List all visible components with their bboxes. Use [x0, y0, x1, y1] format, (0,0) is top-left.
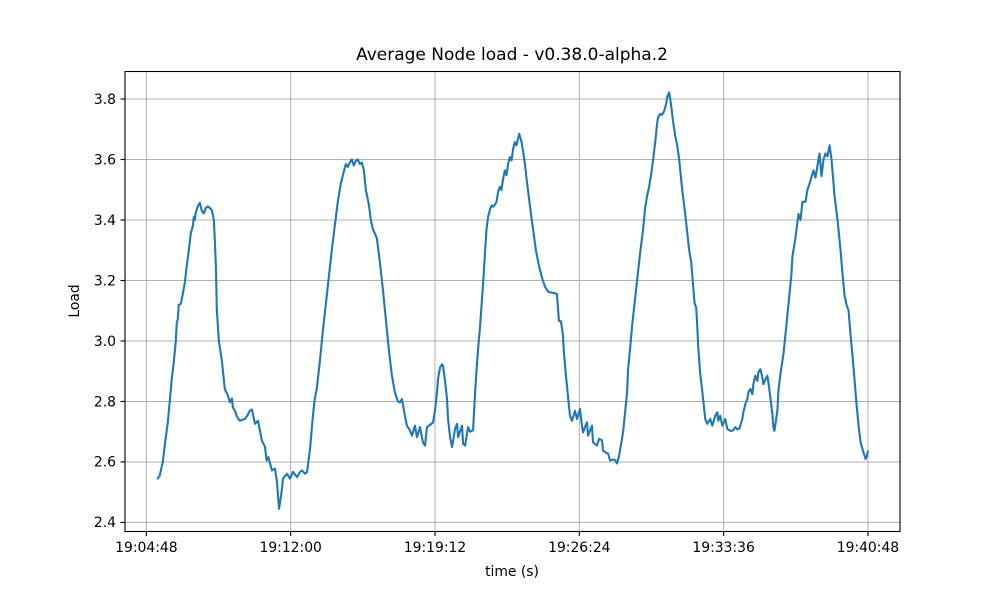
y-tick-label: 3.6 [94, 152, 116, 168]
y-tick-label: 2.8 [94, 394, 116, 410]
data-line-series [156, 91, 869, 510]
axes-layer [120, 70, 901, 536]
x-tick-label: 19:33:36 [692, 540, 754, 556]
y-tick-label: 2.4 [94, 515, 116, 531]
plot-border [124, 70, 901, 533]
y-tick-label: 3.4 [94, 213, 116, 229]
y-tick-label: 3.2 [94, 273, 116, 289]
grid-layer [125, 71, 900, 532]
y-axis-label: Load [67, 284, 83, 317]
y-tick-label: 3.0 [94, 334, 116, 350]
tick-label-layer: 19:04:48 19:12:00 19:19:12 19:26:24 19:33:36… [94, 92, 899, 556]
chart-title: Average Node load - v0.38.0-alpha.2 [356, 45, 668, 65]
y-tick-label: 2.6 [94, 455, 116, 471]
y-tick-label: 3.8 [94, 92, 116, 108]
data-layer [156, 91, 869, 510]
x-tick-label: 19:40:48 [837, 540, 899, 556]
x-tick-label: 19:26:24 [548, 540, 611, 556]
x-tick-label: 19:12:00 [259, 540, 321, 556]
x-tick-label: 19:04:48 [115, 540, 177, 556]
x-axis-label: time (s) [485, 564, 539, 580]
x-tick-label: 19:19:12 [404, 540, 466, 556]
